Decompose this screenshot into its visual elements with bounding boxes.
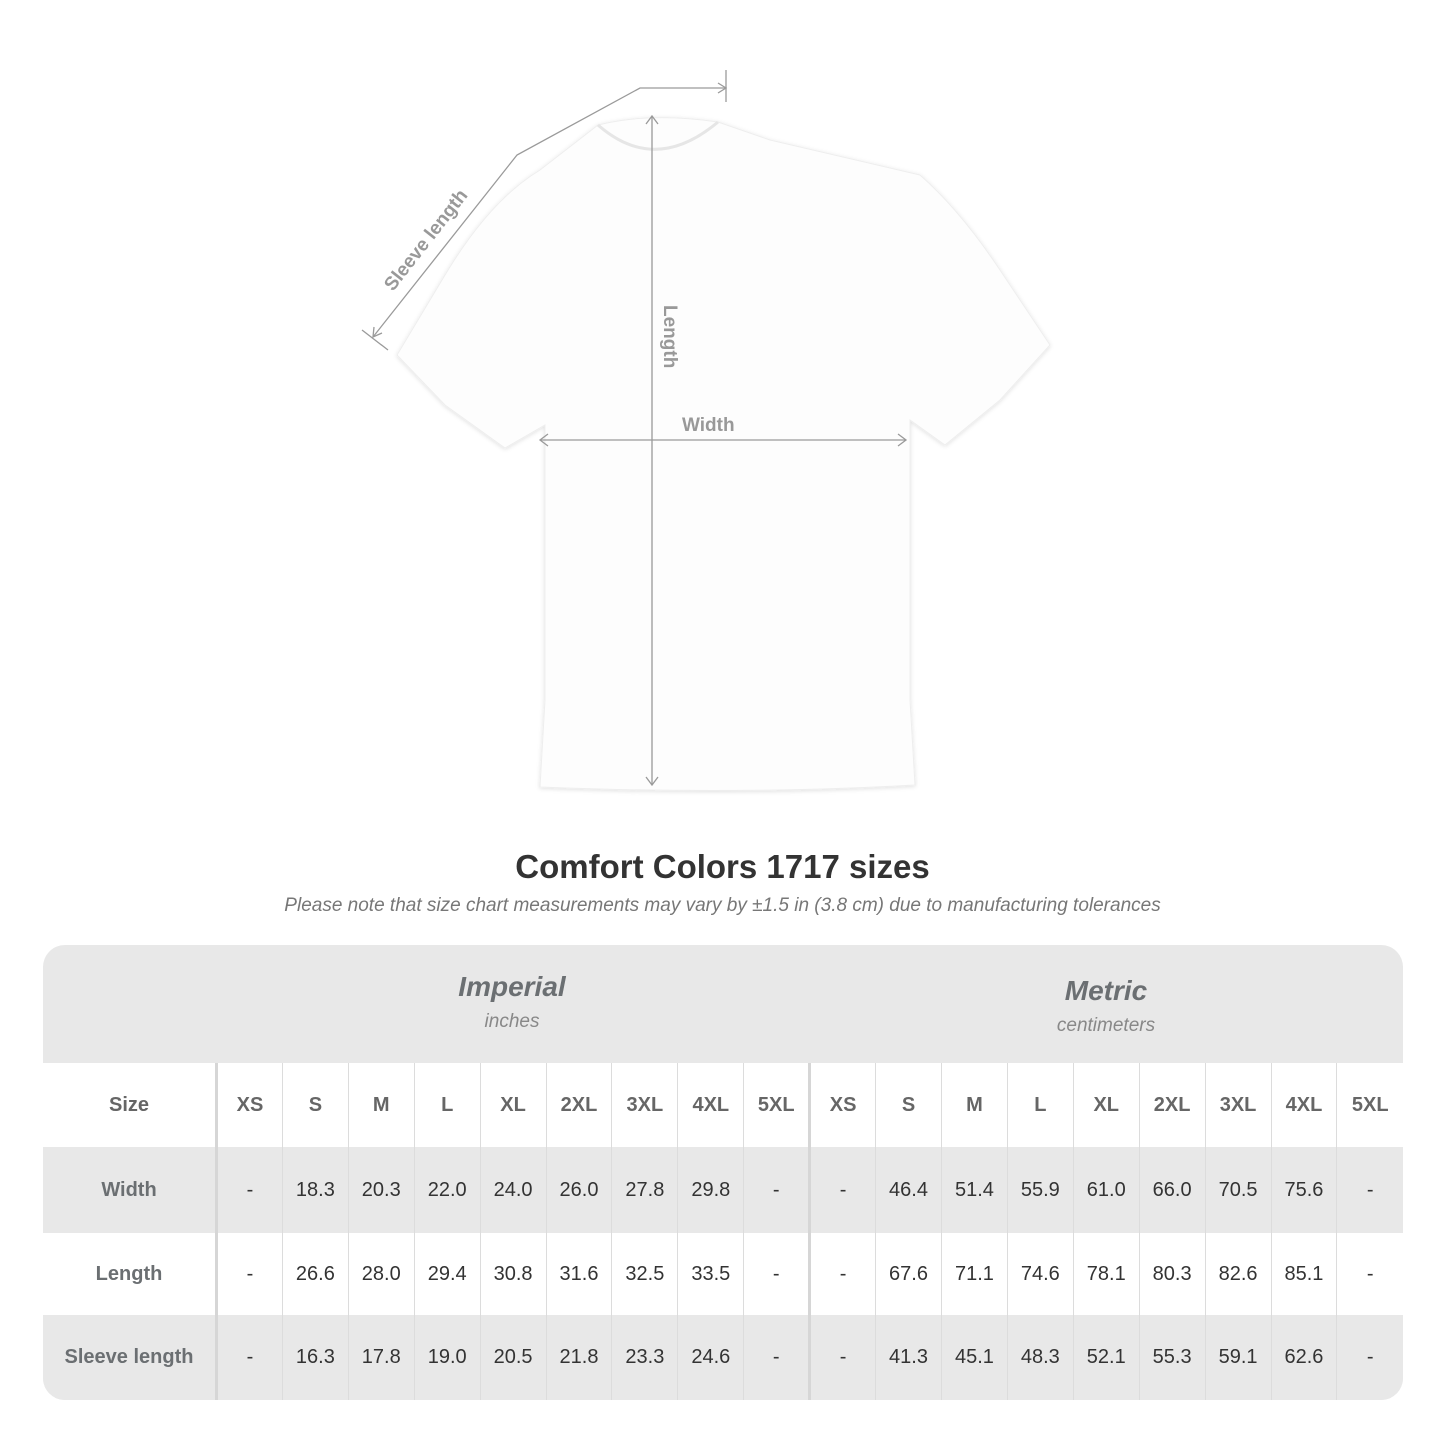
row-label: Sleeve length [43,1315,218,1400]
imperial-value-cell: 26.6 [281,1233,349,1315]
imperial-value-cell: - [743,1233,810,1315]
imperial-value-cell: 19.0 [413,1315,481,1400]
imperial-size-header: XS [216,1063,283,1147]
imperial-header: Imperial inches [215,945,809,1089]
imperial-value-cell: 26.0 [545,1147,612,1233]
imperial-value-cell: 29.4 [413,1233,481,1315]
metric-value-cell: 55.3 [1138,1315,1206,1400]
metric-value-cell: 41.3 [875,1315,942,1400]
imperial-value-cell: 29.8 [677,1147,744,1233]
metric-value-cell: - [808,1147,876,1233]
imperial-value-cell: 32.5 [611,1233,678,1315]
imperial-value-cell: 31.6 [545,1233,612,1315]
table-row: Sleeve length -16.3 17.8 19.0 20.5 21.8 23.3 24… [43,1315,1403,1400]
metric-value-cell: - [808,1233,876,1315]
imperial-value-cell: 24.0 [479,1147,547,1233]
imperial-value-cell: 17.8 [347,1315,415,1400]
metric-value-cell: 61.0 [1072,1147,1140,1233]
imperial-size-header: M [347,1063,415,1147]
metric-value-cell: 74.6 [1006,1233,1074,1315]
metric-value-cell: 59.1 [1204,1315,1271,1400]
imperial-value-cell: 20.3 [347,1147,415,1233]
metric-value-cell: 71.1 [940,1233,1008,1315]
imperial-value-cell: 27.8 [611,1147,678,1233]
chart-title: Comfort Colors 1717 sizes [515,848,930,885]
metric-size-header: 5XL [1336,1063,1403,1147]
metric-value-cell: 85.1 [1270,1233,1337,1315]
imperial-value-cell: 23.3 [611,1315,678,1400]
imperial-size-header: 3XL [611,1063,678,1147]
imperial-value-cell: - [743,1147,810,1233]
imperial-value-cell: 16.3 [281,1315,349,1400]
imperial-size-header: L [413,1063,481,1147]
metric-value-cell: 62.6 [1270,1315,1337,1400]
metric-value-cell: 45.1 [940,1315,1008,1400]
metric-size-header: M [940,1063,1008,1147]
imperial-value-cell: 20.5 [479,1315,547,1400]
metric-size-header: XS [808,1063,876,1147]
tshirt-shape [396,117,1051,792]
imperial-value-cell: 28.0 [347,1233,415,1315]
metric-value-cell: 52.1 [1072,1315,1140,1400]
imperial-value-cell: 24.6 [677,1315,744,1400]
metric-header: Metric centimeters [809,945,1403,1093]
imperial-label: Imperial [458,971,566,1002]
imperial-value-cell: - [216,1315,283,1400]
metric-value-cell: 66.0 [1138,1147,1206,1233]
metric-value-cell: 46.4 [875,1147,942,1233]
row-label: Length [43,1233,218,1315]
size-grid: Size XS S M L XL 2XL 3XL 4XL 5XL XS S M L XL 2XL 3XL 4XL 5… [43,1063,1403,1400]
imperial-value-cell: 21.8 [545,1315,612,1400]
metric-size-header: 2XL [1138,1063,1206,1147]
imperial-value-cell: - [216,1147,283,1233]
metric-value-cell: 75.6 [1270,1147,1337,1233]
metric-size-header: 3XL [1204,1063,1271,1147]
sleeve-length-line [372,87,726,338]
metric-value-cell: 78.1 [1072,1233,1140,1315]
imperial-size-header: S [281,1063,349,1147]
imperial-value-cell: 18.3 [281,1147,349,1233]
metric-value-cell: 82.6 [1204,1233,1271,1315]
metric-size-header: XL [1072,1063,1140,1147]
metric-value-cell: - [1336,1315,1403,1400]
metric-value-cell: 67.6 [875,1233,942,1315]
imperial-size-header: XL [479,1063,547,1147]
metric-value-cell: - [1336,1147,1403,1233]
metric-value-cell: 55.9 [1006,1147,1074,1233]
imperial-value-cell: - [216,1233,283,1315]
metric-value-cell: - [808,1315,876,1400]
size-header-row: Size XS S M L XL 2XL 3XL 4XL 5XL XS S M L XL 2XL 3XL 4XL 5… [43,1063,1403,1147]
tolerance-note: Please note that size chart measurements… [284,895,1161,916]
imperial-size-header: 2XL [545,1063,612,1147]
metric-unit: centimeters [1056,1015,1156,1036]
metric-size-header: L [1006,1063,1074,1147]
metric-size-header: S [875,1063,942,1147]
metric-size-header: 4XL [1270,1063,1337,1147]
imperial-value-cell: 30.8 [479,1233,547,1315]
tshirt-diagram: Sleeve length Length Width [361,70,1051,792]
metric-value-cell: 80.3 [1138,1233,1206,1315]
metric-value-cell: 48.3 [1006,1315,1074,1400]
metric-value-cell: 51.4 [940,1147,1008,1233]
imperial-unit: inches [484,1011,540,1032]
width-label: Width [682,415,735,436]
imperial-value-cell: 22.0 [413,1147,481,1233]
length-label: Length [659,305,680,368]
metric-value-cell: 70.5 [1204,1147,1271,1233]
size-header-label: Size [43,1063,218,1147]
imperial-value-cell: 33.5 [677,1233,744,1315]
metric-value-cell: - [1336,1233,1403,1315]
imperial-value-cell: - [743,1315,810,1400]
imperial-size-header: 4XL [677,1063,744,1147]
row-label: Width [43,1147,218,1233]
size-table: Imperial inches Metric centimeters Size X… [43,945,1403,1400]
table-row: Width -18.3 20.3 22.0 24.0 26.0 27.8 29.8- -46.4… [43,1147,1403,1233]
metric-label: Metric [1064,975,1148,1006]
imperial-size-header: 5XL [743,1063,810,1147]
table-row: Length -26.6 28.0 29.4 30.8 31.6 32.5 33.5- -67.… [43,1233,1403,1315]
